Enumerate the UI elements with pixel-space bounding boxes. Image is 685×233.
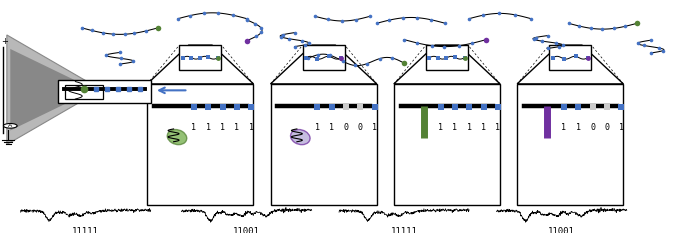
Text: 1: 1 [495, 123, 501, 132]
Text: A: A [8, 123, 12, 128]
Text: 1: 1 [372, 123, 377, 132]
Text: 1: 1 [452, 123, 458, 132]
Text: 11001: 11001 [233, 227, 260, 233]
Text: 11111: 11111 [72, 227, 99, 233]
Polygon shape [10, 49, 95, 130]
Bar [394, 84, 500, 205]
Bar [147, 84, 253, 205]
Text: 1: 1 [619, 123, 624, 132]
Circle shape [3, 123, 17, 128]
Bar [65, 85, 103, 99]
Ellipse shape [290, 130, 310, 145]
Bar [303, 45, 345, 70]
Bar [58, 80, 151, 103]
Bar [426, 45, 468, 70]
Text: 1: 1 [438, 123, 443, 132]
Polygon shape [517, 45, 623, 84]
Text: 1: 1 [206, 123, 211, 132]
Text: 0: 0 [343, 123, 349, 132]
Text: 0: 0 [604, 123, 610, 132]
Polygon shape [147, 45, 253, 84]
Bar [271, 84, 377, 205]
Text: 1: 1 [481, 123, 486, 132]
Text: 1: 1 [575, 123, 581, 132]
Text: 1: 1 [562, 123, 566, 132]
Text: 0: 0 [590, 123, 595, 132]
Text: 11111: 11111 [390, 227, 418, 233]
Bar [549, 45, 591, 70]
Bar [517, 84, 623, 205]
Text: 1: 1 [249, 123, 254, 132]
Polygon shape [271, 45, 377, 84]
Text: 1: 1 [315, 123, 320, 132]
Text: 11001: 11001 [548, 227, 575, 233]
Text: 1: 1 [466, 123, 472, 132]
Text: +: + [1, 38, 8, 46]
Text: 1: 1 [234, 123, 240, 132]
Ellipse shape [167, 130, 187, 145]
Polygon shape [7, 35, 101, 144]
Text: 1: 1 [329, 123, 334, 132]
Text: 1: 1 [220, 123, 225, 132]
Polygon shape [394, 45, 500, 84]
Text: 1: 1 [192, 123, 197, 132]
Text: 0: 0 [358, 123, 363, 132]
Bar [179, 45, 221, 70]
